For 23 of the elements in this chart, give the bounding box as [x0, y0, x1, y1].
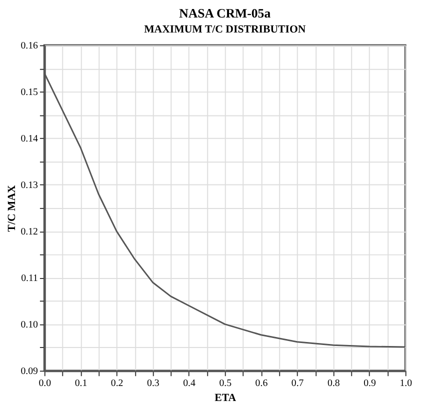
- y-tick-label: 0.12: [20, 226, 38, 238]
- x-tick-label: 1.0: [400, 378, 412, 389]
- x-axis-title: ETA: [214, 392, 236, 404]
- chart-title: NASA CRM-05a: [179, 6, 272, 21]
- y-tick-label: 0.14: [20, 134, 38, 145]
- y-tick-label: 0.13: [20, 180, 38, 192]
- x-tick-label: 0.3: [147, 378, 160, 389]
- chart-subtitle: MAXIMUM T/C DISTRIBUTION: [144, 23, 306, 36]
- y-tick-label: 0.16: [20, 40, 38, 52]
- x-tick-label: 0.9: [364, 378, 376, 389]
- x-tick-label: 0.7: [291, 378, 304, 389]
- y-axis-title: T/C MAX: [6, 184, 18, 232]
- x-tick-label: 0.1: [74, 378, 88, 389]
- y-tick-label: 0.09: [20, 366, 38, 378]
- x-tick-label: 0.4: [183, 378, 196, 389]
- x-tick-label: 0.6: [255, 378, 268, 389]
- x-tick-label: 0.8: [328, 378, 340, 389]
- y-tick-label: 0.11: [21, 273, 38, 284]
- x-tick-label: 0.0: [38, 378, 52, 389]
- y-tick-label: 0.10: [20, 320, 38, 331]
- x-tick-label: 0.2: [110, 378, 124, 389]
- x-tick-label: 0.5: [219, 378, 232, 389]
- y-tick-label: 0.15: [20, 87, 38, 98]
